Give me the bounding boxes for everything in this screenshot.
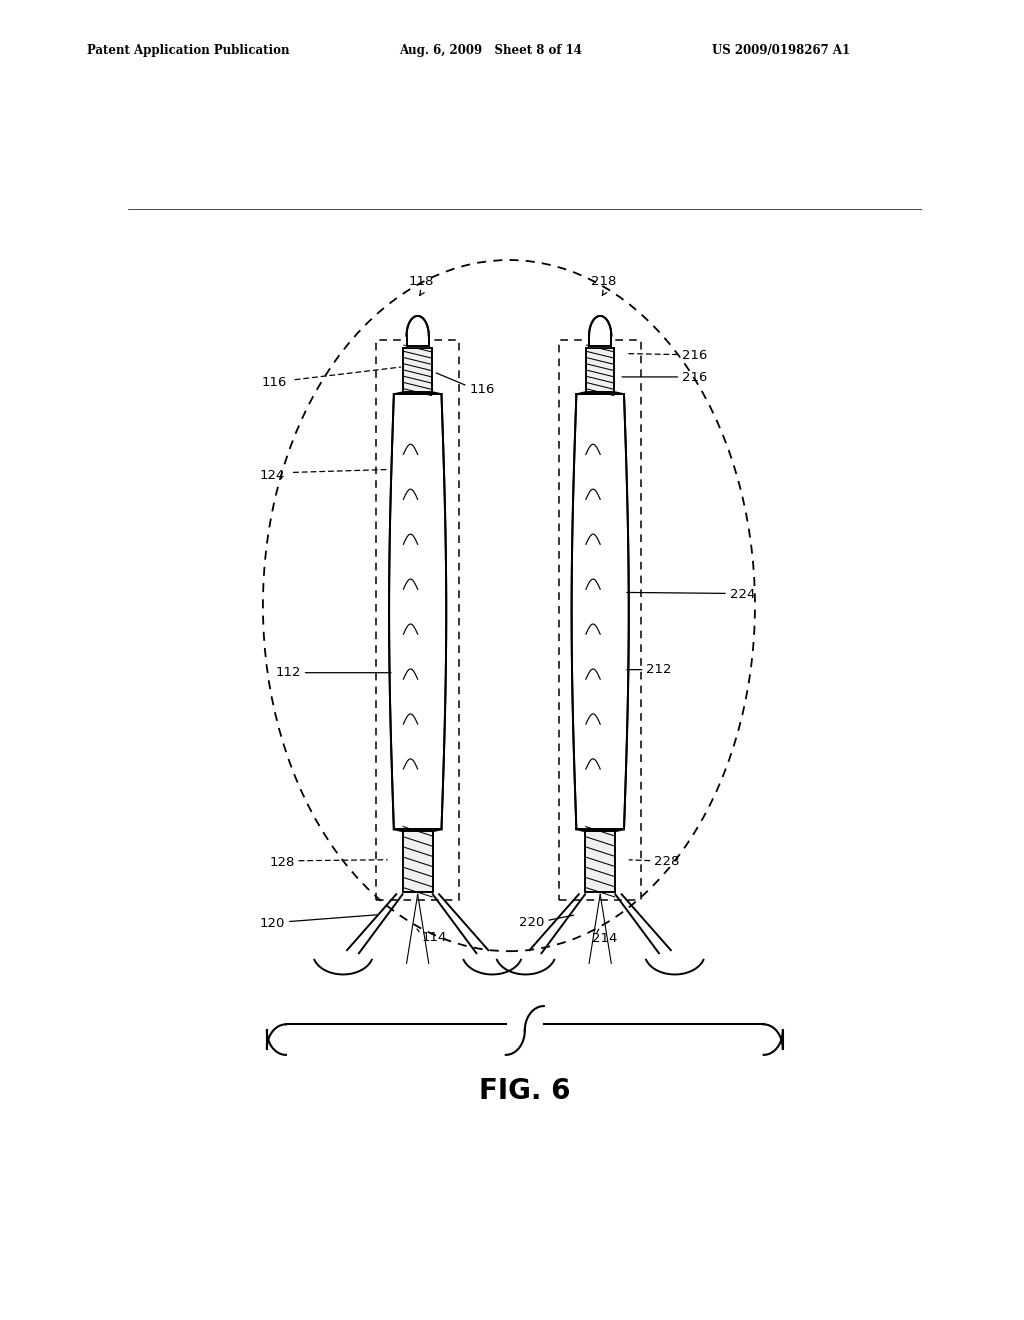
Text: 228: 228 bbox=[654, 855, 680, 869]
Text: 218: 218 bbox=[592, 276, 616, 289]
Text: 112: 112 bbox=[275, 667, 301, 680]
Text: US 2009/0198267 A1: US 2009/0198267 A1 bbox=[712, 44, 850, 57]
Text: FIG. 6: FIG. 6 bbox=[479, 1077, 570, 1105]
Polygon shape bbox=[571, 395, 629, 829]
Text: 224: 224 bbox=[729, 587, 755, 601]
Bar bbox=[586, 348, 614, 392]
Text: 216: 216 bbox=[682, 348, 708, 362]
Polygon shape bbox=[389, 395, 446, 829]
Bar bbox=[585, 832, 615, 892]
Text: 214: 214 bbox=[592, 932, 617, 945]
Text: 116: 116 bbox=[469, 383, 495, 396]
Polygon shape bbox=[589, 315, 611, 346]
Text: 114: 114 bbox=[422, 932, 447, 945]
Text: Patent Application Publication: Patent Application Publication bbox=[87, 44, 290, 57]
Text: 216: 216 bbox=[682, 371, 708, 384]
Polygon shape bbox=[407, 315, 429, 346]
Text: 118: 118 bbox=[409, 276, 434, 289]
Text: 124: 124 bbox=[260, 469, 285, 482]
Text: 212: 212 bbox=[646, 663, 672, 676]
Bar bbox=[559, 341, 641, 900]
Text: 116: 116 bbox=[261, 375, 287, 388]
Bar bbox=[403, 348, 432, 392]
Text: 220: 220 bbox=[519, 916, 545, 929]
Bar bbox=[402, 832, 433, 892]
Text: 128: 128 bbox=[269, 857, 295, 870]
Text: Aug. 6, 2009   Sheet 8 of 14: Aug. 6, 2009 Sheet 8 of 14 bbox=[399, 44, 583, 57]
Bar bbox=[377, 341, 459, 900]
Text: 120: 120 bbox=[260, 917, 285, 931]
